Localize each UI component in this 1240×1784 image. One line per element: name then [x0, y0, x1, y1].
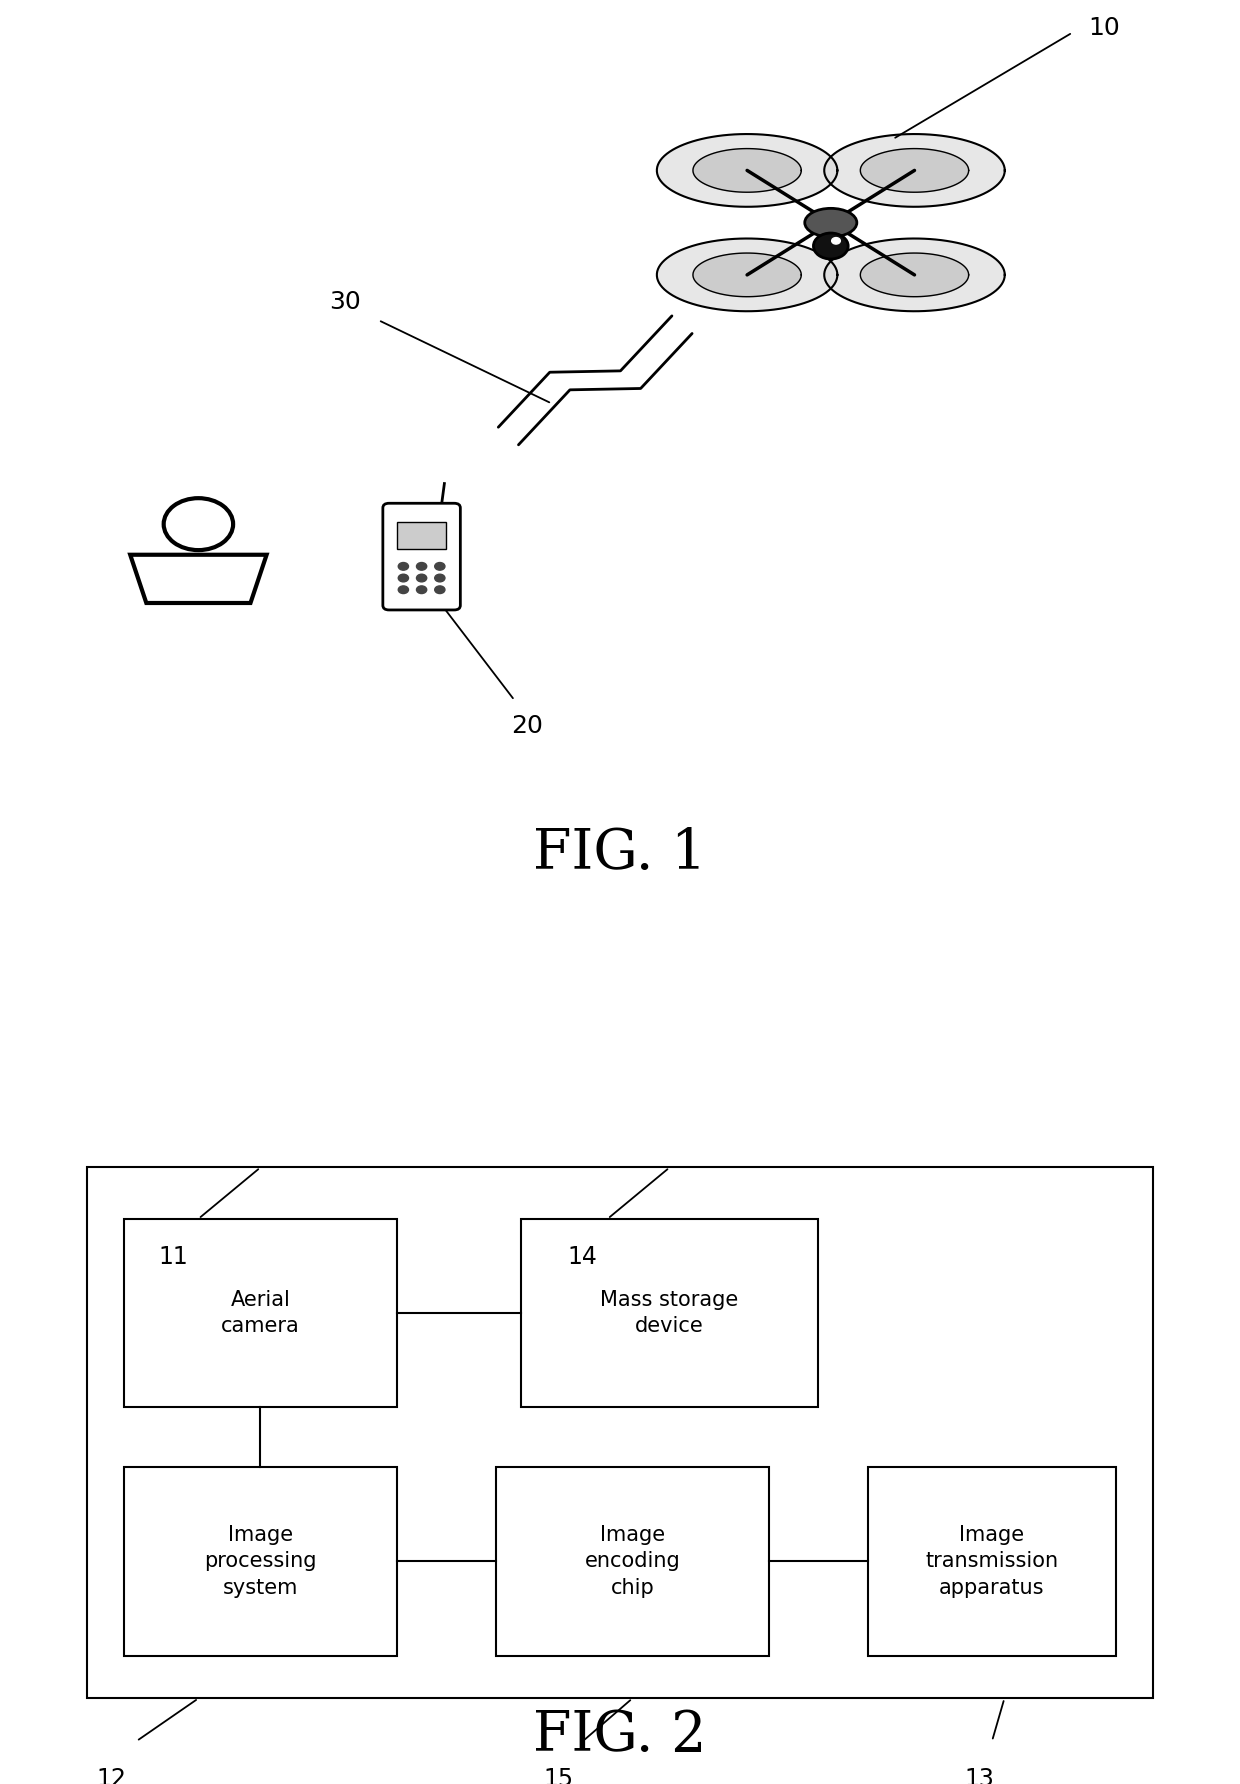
Circle shape	[832, 237, 841, 244]
Bar	[87, 1167, 1153, 1698]
Text: 15: 15	[543, 1766, 573, 1784]
Polygon shape	[825, 239, 1004, 310]
Text: 14: 14	[568, 1245, 598, 1268]
Text: 13: 13	[965, 1766, 994, 1784]
Bar	[868, 1466, 1116, 1656]
Text: 20: 20	[511, 714, 543, 739]
Polygon shape	[861, 253, 968, 296]
Bar	[397, 521, 446, 549]
Polygon shape	[693, 253, 801, 296]
Text: FIG. 1: FIG. 1	[533, 826, 707, 881]
Circle shape	[417, 574, 427, 582]
Circle shape	[417, 585, 427, 594]
FancyBboxPatch shape	[383, 503, 460, 610]
Circle shape	[398, 562, 408, 571]
Polygon shape	[657, 134, 837, 207]
Text: FIG. 2: FIG. 2	[533, 1707, 707, 1763]
Polygon shape	[130, 555, 267, 603]
Circle shape	[435, 574, 445, 582]
Polygon shape	[861, 148, 968, 193]
Text: Mass storage
device: Mass storage device	[600, 1290, 739, 1336]
Bar	[496, 1466, 769, 1656]
Circle shape	[435, 562, 445, 571]
Ellipse shape	[805, 209, 857, 237]
Polygon shape	[693, 148, 801, 193]
Bar	[124, 1466, 397, 1656]
Text: 10: 10	[1089, 16, 1121, 39]
Text: 11: 11	[159, 1245, 188, 1268]
Text: Image
processing
system: Image processing system	[205, 1525, 316, 1598]
Circle shape	[398, 574, 408, 582]
Bar	[521, 1218, 818, 1408]
Polygon shape	[825, 134, 1004, 207]
Polygon shape	[657, 239, 837, 310]
Text: Image
encoding
chip: Image encoding chip	[584, 1525, 681, 1598]
Text: 30: 30	[329, 289, 361, 314]
Circle shape	[813, 234, 848, 259]
Text: Image
transmission
apparatus: Image transmission apparatus	[925, 1525, 1059, 1598]
Text: 12: 12	[97, 1766, 126, 1784]
Circle shape	[398, 585, 408, 594]
Bar	[124, 1218, 397, 1408]
Circle shape	[417, 562, 427, 571]
Circle shape	[435, 585, 445, 594]
Circle shape	[164, 498, 233, 549]
Text: Aerial
camera: Aerial camera	[221, 1290, 300, 1336]
